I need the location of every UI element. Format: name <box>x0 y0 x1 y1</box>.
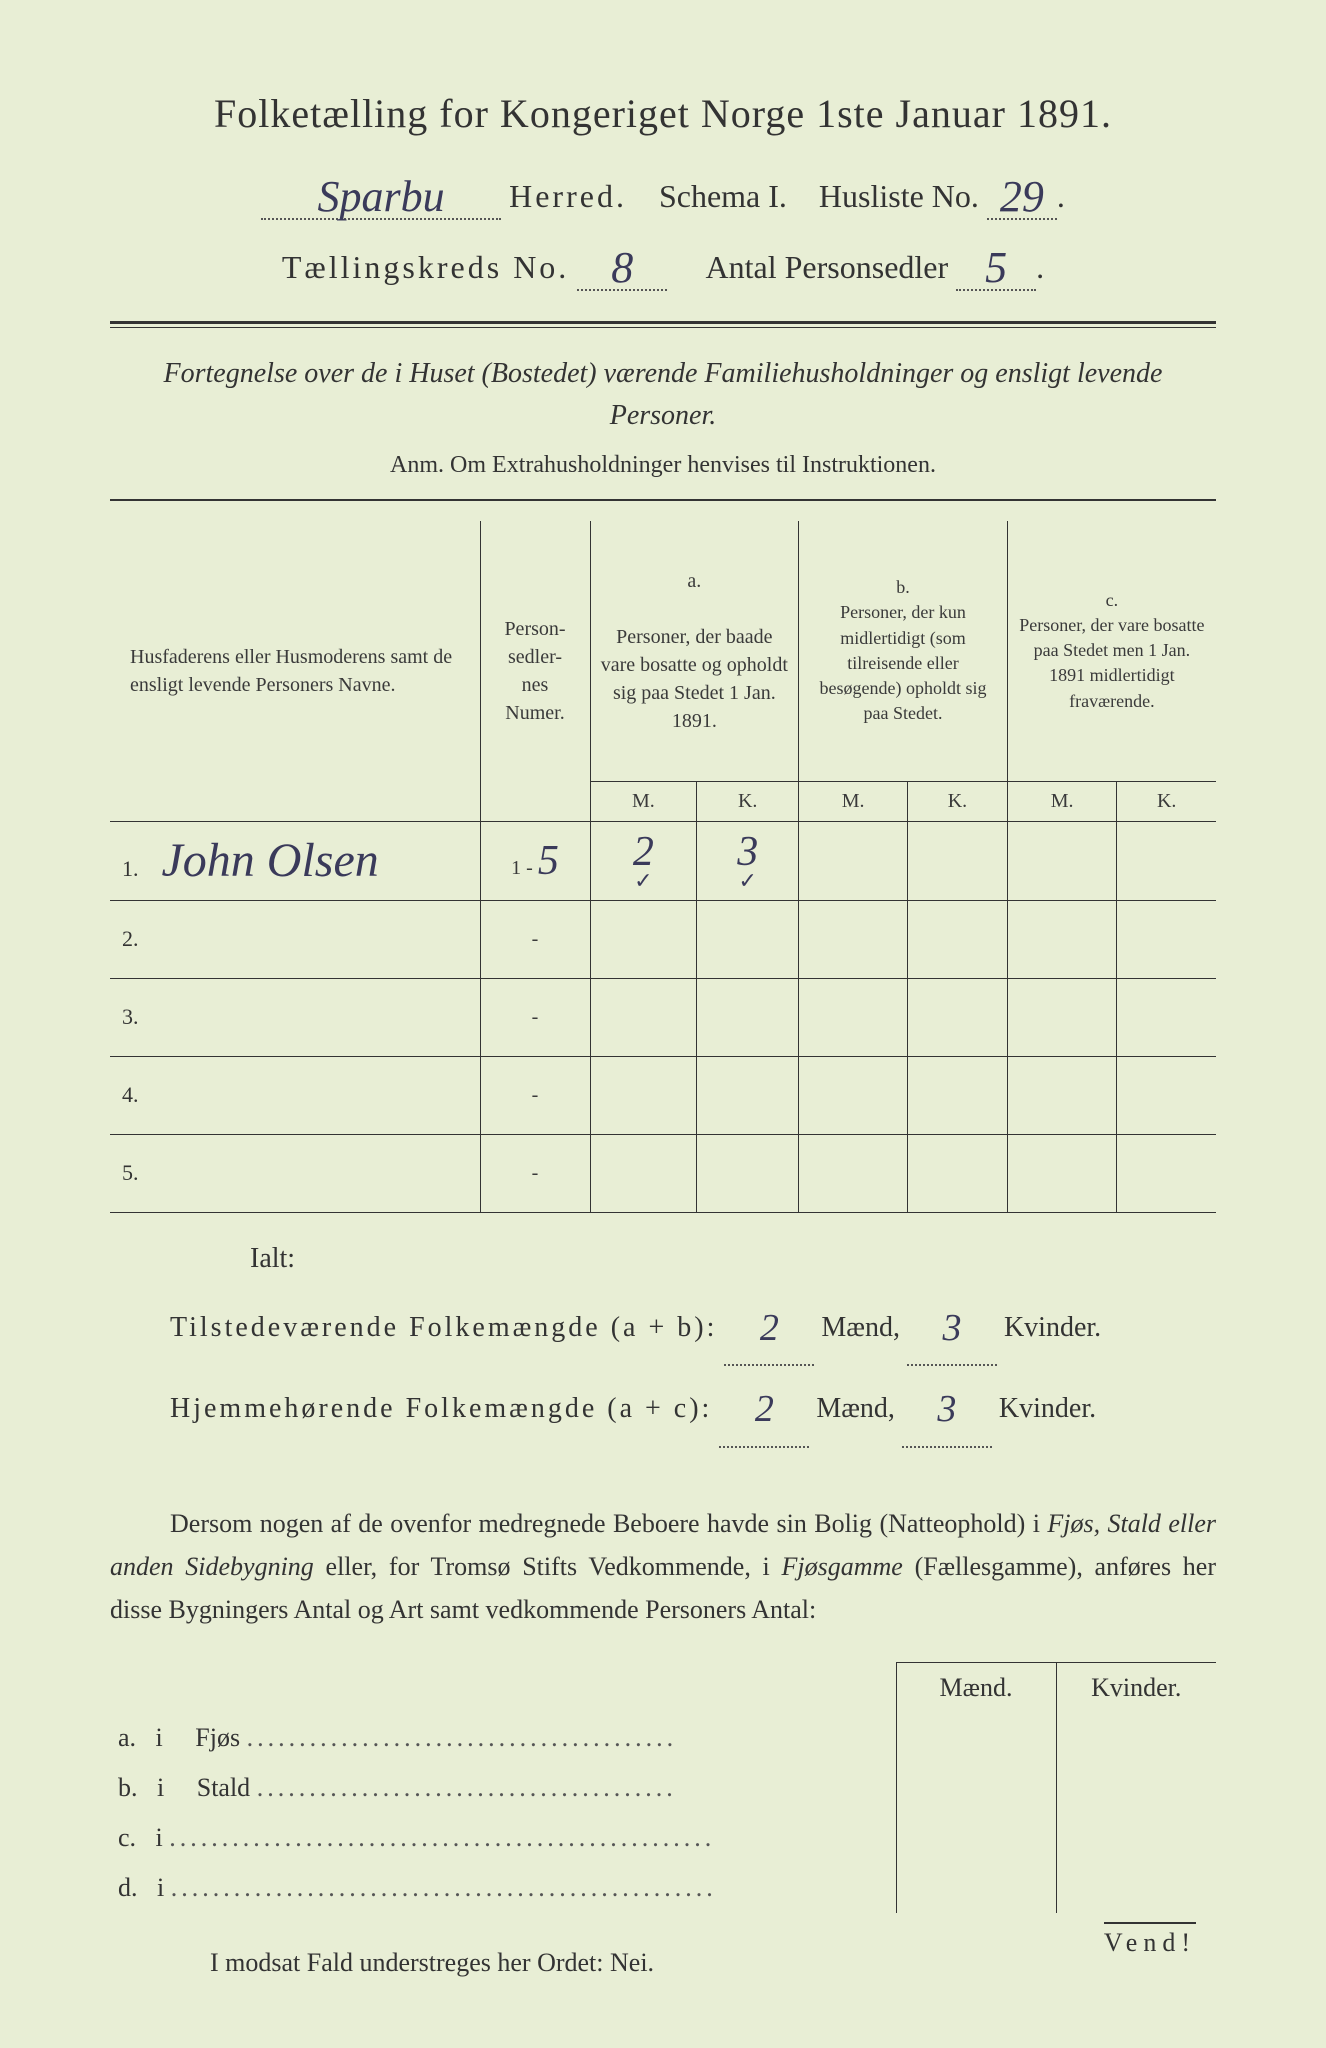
hjemme-label: Hjemmehørende Folkemængde (a + c): <box>170 1393 712 1424</box>
row-numer-cell: - <box>480 1134 590 1212</box>
cell-a-k: 3 ✓ <box>697 821 799 900</box>
dersom-paragraph: Dersom nogen af de ovenfor medregnede Be… <box>110 1503 1216 1632</box>
table-row: 1. John Olsen 1 - 5 2 ✓ 3 ✓ <box>110 821 1216 900</box>
kreds-no: 8 <box>611 243 633 292</box>
maend-label: Mænd, <box>816 1393 895 1424</box>
group-b-text: Personer, der kun midlertidigt (som tilr… <box>809 600 997 726</box>
divider <box>110 499 1216 501</box>
modsat-text: I modsat Fald understreges her Ordet: Ne… <box>210 1948 1216 1978</box>
personsedler-label: Antal Personsedler <box>706 249 949 285</box>
mk-header: K. <box>697 781 799 821</box>
side-row: a. i Fjøs ..............................… <box>110 1713 1216 1763</box>
mk-header: M. <box>1007 781 1117 821</box>
divider <box>110 321 1216 328</box>
group-c-label: c. <box>1018 588 1206 613</box>
mk-header: K. <box>908 781 1008 821</box>
husliste-no: 29 <box>1000 172 1044 221</box>
herred-value: Sparbu <box>318 172 445 221</box>
row-number: 4. <box>122 1082 139 1107</box>
row-numer-cell: - <box>480 1056 590 1134</box>
row-number: 5. <box>122 1160 139 1185</box>
schema-label: Schema I. <box>659 178 787 214</box>
ab-m-value: 2 <box>760 1307 779 1349</box>
side-row: b. i Stald .............................… <box>110 1763 1216 1813</box>
table-body: 1. John Olsen 1 - 5 2 ✓ 3 ✓ 2. - <box>110 821 1216 1212</box>
row-number: 2. <box>122 926 139 951</box>
ab-k-value: 3 <box>942 1307 961 1349</box>
row-name: John Olsen <box>162 834 379 887</box>
mk-header: K. <box>1117 781 1216 821</box>
row-number: 3. <box>122 1004 139 1029</box>
side-table: Mænd. Kvinder. a. i Fjøs ...............… <box>110 1662 1216 1913</box>
personsedler-no: 5 <box>985 243 1007 292</box>
totals-block: Tilstedeværende Folkemængde (a + b): 2 M… <box>170 1285 1216 1449</box>
row-numer-cell: - <box>480 978 590 1056</box>
tilstede-label: Tilstedeværende Folkemængde (a + b): <box>170 1312 717 1343</box>
side-maend-header: Mænd. <box>896 1662 1056 1713</box>
husliste-label: Husliste No. <box>819 178 979 214</box>
vend-label: Vend! <box>1104 1922 1196 1958</box>
side-kvinder-header: Kvinder. <box>1056 1662 1216 1713</box>
group-a-label: a. <box>601 567 789 595</box>
ac-m-value: 2 <box>755 1388 774 1430</box>
row-numer-cell: 1 - 5 <box>480 821 590 900</box>
maend-label: Mænd, <box>821 1312 900 1343</box>
main-table: Husfaderens eller Husmoderens samt de en… <box>110 521 1216 1213</box>
table-row: 5. - <box>110 1134 1216 1212</box>
cell-a-m: 2 ✓ <box>590 821 697 900</box>
ac-k-value: 3 <box>937 1388 956 1430</box>
header-line-3: Tællingskreds No. 8 Antal Personsedler 5… <box>110 238 1216 291</box>
kreds-label: Tællingskreds No. <box>282 249 569 285</box>
kvinder-label: Kvinder. <box>1004 1312 1101 1343</box>
row-number: 1. <box>122 856 139 881</box>
anm-text: Anm. Om Extrahusholdninger henvises til … <box>110 452 1216 479</box>
row-numer-cell: - <box>480 900 590 978</box>
col-name-header: Husfaderens eller Husmoderens samt de en… <box>110 521 480 821</box>
table-row: 2. - <box>110 900 1216 978</box>
mk-header: M. <box>799 781 908 821</box>
herred-label: Herred. <box>509 178 627 214</box>
mk-header: M. <box>590 781 697 821</box>
ialt-label: Ialt: <box>250 1243 1216 1275</box>
fortegnelse-text: Fortegnelse over de i Huset (Bostedet) v… <box>110 353 1216 437</box>
group-a-text: Personer, der baade vare bosatte og opho… <box>601 623 789 735</box>
table-row: 3. - <box>110 978 1216 1056</box>
side-row: d. i ...................................… <box>110 1863 1216 1913</box>
group-b-label: b. <box>809 575 997 600</box>
kvinder-label: Kvinder. <box>999 1393 1096 1424</box>
table-row: 4. - <box>110 1056 1216 1134</box>
header-line-2: Sparbu Herred. Schema I. Husliste No. 29… <box>110 167 1216 220</box>
side-row: c. i ...................................… <box>110 1813 1216 1863</box>
check-icon: ✓ <box>599 868 689 894</box>
group-c-text: Personer, der vare bosatte paa Stedet me… <box>1018 613 1206 714</box>
document-title: Folketælling for Kongeriget Norge 1ste J… <box>110 90 1216 137</box>
check-icon: ✓ <box>705 868 790 894</box>
col-numer-header: Person- sedler- nes Numer. <box>480 521 590 821</box>
